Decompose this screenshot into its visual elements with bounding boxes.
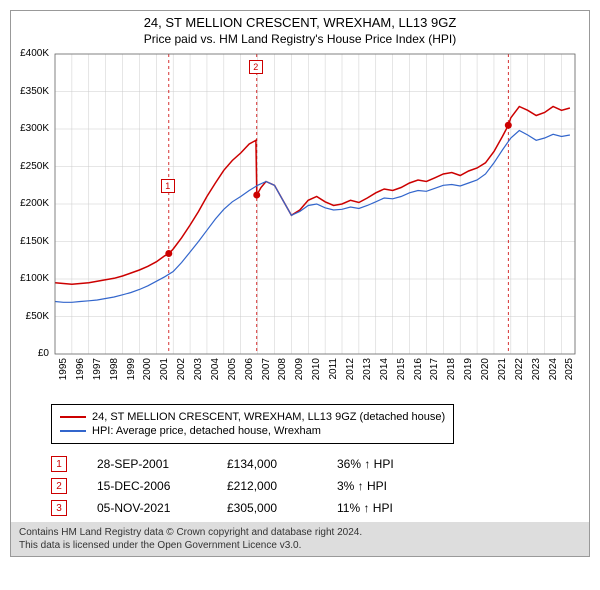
sub-title: Price paid vs. HM Land Registry's House … bbox=[11, 32, 589, 46]
x-axis-tick-label: 2025 bbox=[564, 358, 575, 388]
footer-line-1: Contains HM Land Registry data © Crown c… bbox=[19, 526, 581, 539]
y-axis-tick-label: £300K bbox=[13, 123, 49, 134]
sale-price: £212,000 bbox=[227, 479, 307, 493]
legend-swatch bbox=[60, 430, 86, 432]
legend-item: 24, ST MELLION CRESCENT, WREXHAM, LL13 9… bbox=[60, 411, 445, 423]
x-axis-tick-label: 2008 bbox=[277, 358, 288, 388]
x-axis-tick-label: 1995 bbox=[58, 358, 69, 388]
x-axis-tick-label: 1998 bbox=[109, 358, 120, 388]
x-axis-tick-label: 1996 bbox=[75, 358, 86, 388]
x-axis-tick-label: 2000 bbox=[142, 358, 153, 388]
x-axis-tick-label: 1997 bbox=[92, 358, 103, 388]
legend-label: 24, ST MELLION CRESCENT, WREXHAM, LL13 9… bbox=[92, 411, 445, 423]
x-axis-tick-label: 2009 bbox=[294, 358, 305, 388]
x-axis-tick-label: 2002 bbox=[176, 358, 187, 388]
sale-diff: 3% ↑ HPI bbox=[337, 479, 437, 493]
x-axis-tick-label: 2001 bbox=[159, 358, 170, 388]
x-axis-tick-label: 2017 bbox=[429, 358, 440, 388]
sale-date: 15-DEC-2006 bbox=[97, 479, 197, 493]
y-axis-tick-label: £250K bbox=[13, 161, 49, 172]
sale-date: 28-SEP-2001 bbox=[97, 457, 197, 471]
x-axis-tick-label: 1999 bbox=[126, 358, 137, 388]
sales-table: 1 28-SEP-2001 £134,000 36% ↑ HPI 2 15-DEC-200… bbox=[51, 456, 573, 516]
x-axis-tick-label: 2013 bbox=[362, 358, 373, 388]
legend-swatch bbox=[60, 416, 86, 418]
x-axis-tick-label: 2019 bbox=[463, 358, 474, 388]
sale-price: £305,000 bbox=[227, 501, 307, 515]
sale-row-marker: 2 bbox=[51, 478, 67, 494]
x-axis-tick-label: 2006 bbox=[244, 358, 255, 388]
x-axis-tick-label: 2011 bbox=[328, 358, 339, 388]
x-axis-tick-label: 2010 bbox=[311, 358, 322, 388]
x-axis-tick-label: 2021 bbox=[497, 358, 508, 388]
x-axis-tick-label: 2022 bbox=[514, 358, 525, 388]
y-axis-tick-label: £100K bbox=[13, 273, 49, 284]
y-axis-tick-label: £400K bbox=[13, 48, 49, 59]
footer-line-2: This data is licensed under the Open Gov… bbox=[19, 539, 581, 552]
x-axis-tick-label: 2015 bbox=[396, 358, 407, 388]
sale-price: £134,000 bbox=[227, 457, 307, 471]
y-axis-tick-label: £0 bbox=[13, 348, 49, 359]
y-axis-tick-label: £150K bbox=[13, 236, 49, 247]
x-axis-tick-label: 2007 bbox=[261, 358, 272, 388]
chart-container: 24, ST MELLION CRESCENT, WREXHAM, LL13 9… bbox=[10, 10, 590, 557]
sale-marker-1: 1 bbox=[161, 179, 175, 193]
x-axis-tick-label: 2016 bbox=[413, 358, 424, 388]
y-axis-tick-label: £50K bbox=[13, 311, 49, 322]
x-axis-tick-label: 2020 bbox=[480, 358, 491, 388]
y-axis-tick-label: £350K bbox=[13, 86, 49, 97]
chart-svg bbox=[11, 48, 589, 398]
x-axis-tick-label: 2012 bbox=[345, 358, 356, 388]
sale-date: 05-NOV-2021 bbox=[97, 501, 197, 515]
x-axis-tick-label: 2014 bbox=[379, 358, 390, 388]
legend-box: 24, ST MELLION CRESCENT, WREXHAM, LL13 9… bbox=[51, 404, 454, 444]
x-axis-tick-label: 2018 bbox=[446, 358, 457, 388]
chart-plot-area: £0 £50K £100K £150K £200K £250K £300K £350K £400… bbox=[11, 48, 589, 398]
x-axis-tick-label: 2004 bbox=[210, 358, 221, 388]
title-block: 24, ST MELLION CRESCENT, WREXHAM, LL13 9… bbox=[11, 11, 589, 48]
x-axis-tick-label: 2024 bbox=[548, 358, 559, 388]
sale-row-marker: 3 bbox=[51, 500, 67, 516]
legend-label: HPI: Average price, detached house, Wrex… bbox=[92, 425, 321, 437]
legend-item: HPI: Average price, detached house, Wrex… bbox=[60, 425, 445, 437]
sale-row: 3 05-NOV-2021 £305,000 11% ↑ HPI bbox=[51, 500, 573, 516]
sale-row: 2 15-DEC-2006 £212,000 3% ↑ HPI bbox=[51, 478, 573, 494]
sale-row: 1 28-SEP-2001 £134,000 36% ↑ HPI bbox=[51, 456, 573, 472]
sale-marker-2: 2 bbox=[249, 60, 263, 74]
footer-attribution: Contains HM Land Registry data © Crown c… bbox=[11, 522, 589, 556]
x-axis-tick-label: 2005 bbox=[227, 358, 238, 388]
main-title: 24, ST MELLION CRESCENT, WREXHAM, LL13 9… bbox=[11, 15, 589, 30]
sale-diff: 11% ↑ HPI bbox=[337, 501, 437, 515]
y-axis-tick-label: £200K bbox=[13, 198, 49, 209]
x-axis-tick-label: 2023 bbox=[531, 358, 542, 388]
x-axis-tick-label: 2003 bbox=[193, 358, 204, 388]
sale-diff: 36% ↑ HPI bbox=[337, 457, 437, 471]
sale-row-marker: 1 bbox=[51, 456, 67, 472]
